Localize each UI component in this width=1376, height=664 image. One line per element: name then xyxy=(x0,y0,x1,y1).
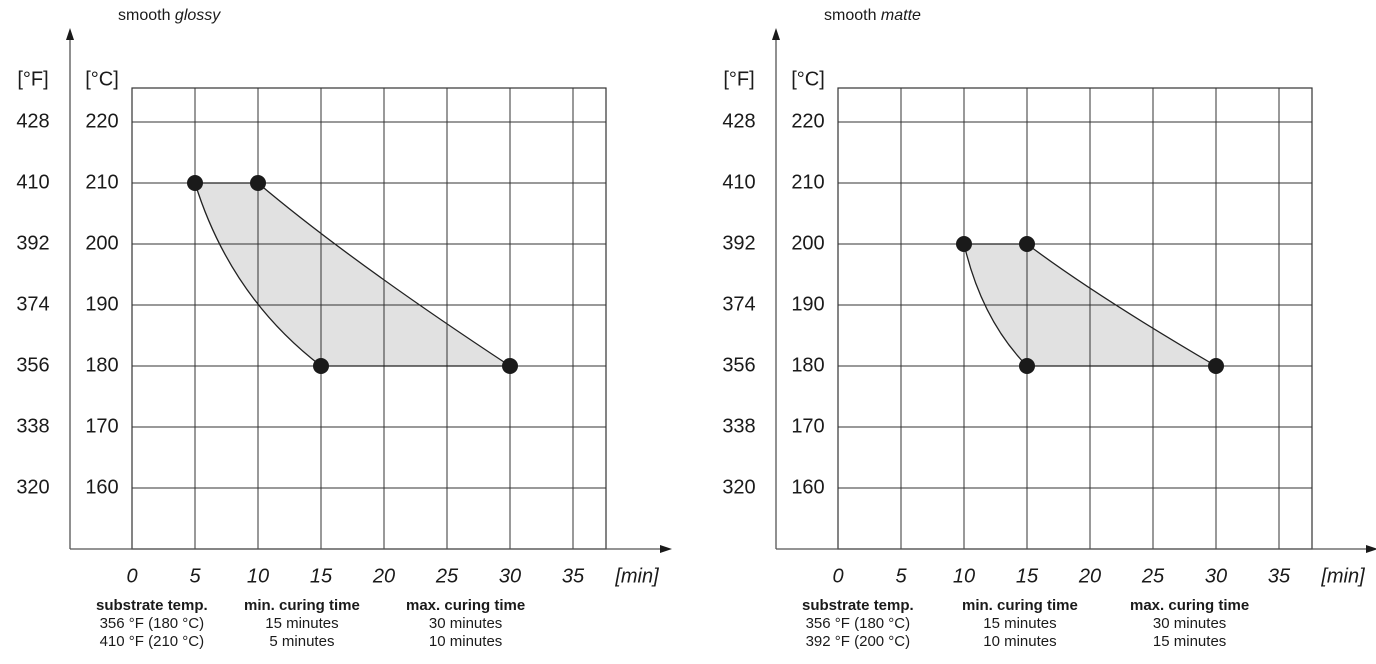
x-tick-label: 0 xyxy=(832,565,843,587)
y-tick-label-fahrenheit: 338 xyxy=(722,415,755,437)
table-header: max. curing time xyxy=(406,597,526,614)
y-axis-label-fahrenheit: [°F] xyxy=(723,68,754,90)
y-tick-label-celsius: 220 xyxy=(791,110,824,132)
chart-title-prefix: smooth xyxy=(824,7,877,24)
x-axis-arrow-icon xyxy=(1366,545,1376,553)
table-cell: 30 minutes xyxy=(428,615,503,632)
table-col-min: min. curing time 15 minutes 5 minutes xyxy=(244,597,360,651)
y-tick-label-celsius: 170 xyxy=(85,415,118,437)
chart-title-emph: matte xyxy=(880,7,921,24)
curing-window-outline xyxy=(963,243,1219,367)
chart-panel-glossy: smooth glossy [°F] [°C] 428 220 410 210 392 200… xyxy=(16,7,672,651)
y-axis-label-fahrenheit: [°F] xyxy=(17,68,48,90)
chart-title-emph: glossy xyxy=(174,7,221,24)
table-cell: 30 minutes xyxy=(1152,615,1227,632)
data-point xyxy=(1019,358,1035,374)
data-point xyxy=(956,236,972,252)
y-tick-label-fahrenheit: 320 xyxy=(722,476,755,498)
y-tick-label-fahrenheit: 392 xyxy=(722,232,755,254)
curing-window-area xyxy=(195,183,510,366)
y-tick-label-fahrenheit: 374 xyxy=(722,293,755,315)
chart-title: smooth glossy xyxy=(118,7,220,25)
y-axis-arrow-icon xyxy=(66,28,74,40)
y-tick-label-fahrenheit: 428 xyxy=(722,110,755,132)
table-cell: 10 minutes xyxy=(428,633,503,650)
x-tick-label: 5 xyxy=(189,565,201,587)
x-tick-label: 10 xyxy=(247,565,269,587)
table-cell: 15 minutes xyxy=(1152,633,1227,650)
y-axis-arrow-icon xyxy=(772,28,780,40)
y-tick-label-fahrenheit: 338 xyxy=(16,415,49,437)
table-header: max. curing time xyxy=(1130,597,1250,614)
y-tick-label-celsius: 180 xyxy=(791,354,824,376)
data-point xyxy=(187,175,203,191)
x-tick-label: 30 xyxy=(499,565,521,587)
y-tick-label-celsius: 190 xyxy=(85,293,118,315)
y-axis-label-celsius: [°C] xyxy=(85,68,119,90)
y-tick-label-fahrenheit: 410 xyxy=(722,171,755,193)
y-tick-label-fahrenheit: 356 xyxy=(16,354,49,376)
y-tick-label-fahrenheit: 410 xyxy=(16,171,49,193)
data-point xyxy=(502,358,518,374)
y-tick-label-celsius: 170 xyxy=(791,415,824,437)
x-axis-label: [min] xyxy=(1320,565,1365,587)
y-tick-label-fahrenheit: 320 xyxy=(16,476,49,498)
table-cell: 10 minutes xyxy=(983,633,1057,650)
y-tick-label-celsius: 180 xyxy=(85,354,118,376)
y-tick-label-fahrenheit: 356 xyxy=(722,354,755,376)
table-cell: 5 minutes xyxy=(269,633,335,650)
table-header: substrate temp. xyxy=(96,597,208,614)
chart-panel-matte: smooth matte [°F] [°C] 428 220 410 210 392 200 3… xyxy=(706,0,1376,664)
table-header: substrate temp. xyxy=(802,597,914,614)
x-tick-label: 15 xyxy=(1016,565,1039,587)
y-tick-label-celsius: 160 xyxy=(791,476,824,498)
x-tick-label: 5 xyxy=(895,565,907,587)
y-tick-label-celsius: 160 xyxy=(85,476,118,498)
y-tick-label-fahrenheit: 392 xyxy=(16,232,49,254)
table-cell: 15 minutes xyxy=(265,615,339,632)
y-tick-label-celsius: 200 xyxy=(791,232,824,254)
x-tick-label: 25 xyxy=(1141,565,1165,587)
y-tick-label-celsius: 220 xyxy=(85,110,118,132)
table-cell: 356 °F (180 °C) xyxy=(805,615,911,632)
x-tick-label: 20 xyxy=(1078,565,1101,587)
data-point xyxy=(1208,358,1224,374)
x-axis-label: [min] xyxy=(614,565,659,587)
table-cell: 15 minutes xyxy=(983,615,1057,632)
table-col-max: max. curing time 30 minutes 15 minutes xyxy=(1130,597,1249,651)
x-tick-label: 15 xyxy=(310,565,333,587)
y-tick-label-celsius: 200 xyxy=(85,232,118,254)
table-cell: 410 °F (210 °C) xyxy=(99,633,205,650)
x-axis-arrow-icon xyxy=(660,545,672,553)
chart-title-prefix: smooth xyxy=(118,7,171,24)
chart-title: smooth matte xyxy=(824,7,921,25)
y-axis-label-celsius: [°C] xyxy=(791,68,825,90)
x-tick-label: 35 xyxy=(1268,565,1291,587)
x-tick-label: 35 xyxy=(562,565,585,587)
y-tick-label-celsius: 210 xyxy=(791,171,824,193)
x-tick-label: 20 xyxy=(372,565,395,587)
x-tick-label: 25 xyxy=(435,565,459,587)
table-header: min. curing time xyxy=(244,597,360,614)
y-tick-label-celsius: 190 xyxy=(791,293,824,315)
data-point xyxy=(250,175,266,191)
y-tick-label-fahrenheit: 374 xyxy=(16,293,49,315)
x-tick-label: 0 xyxy=(126,565,137,587)
table-col-max: max. curing time 30 minutes 10 minutes xyxy=(406,597,525,651)
y-tick-label-fahrenheit: 428 xyxy=(16,110,49,132)
x-tick-label: 10 xyxy=(953,565,975,587)
table-col-substrate: substrate temp. 356 °F (180 °C) 410 °F (… xyxy=(96,597,208,651)
table-header: min. curing time xyxy=(962,597,1078,614)
table-cell: 356 °F (180 °C) xyxy=(99,615,205,632)
data-point xyxy=(1019,236,1035,252)
x-tick-label: 30 xyxy=(1205,565,1227,587)
table-col-min: min. curing time 15 minutes 10 minutes xyxy=(962,597,1078,651)
table-cell: 392 °F (200 °C) xyxy=(805,633,911,650)
y-tick-label-celsius: 210 xyxy=(85,171,118,193)
table-col-substrate: substrate temp. 356 °F (180 °C) 392 °F (… xyxy=(802,597,914,651)
data-point xyxy=(313,358,329,374)
